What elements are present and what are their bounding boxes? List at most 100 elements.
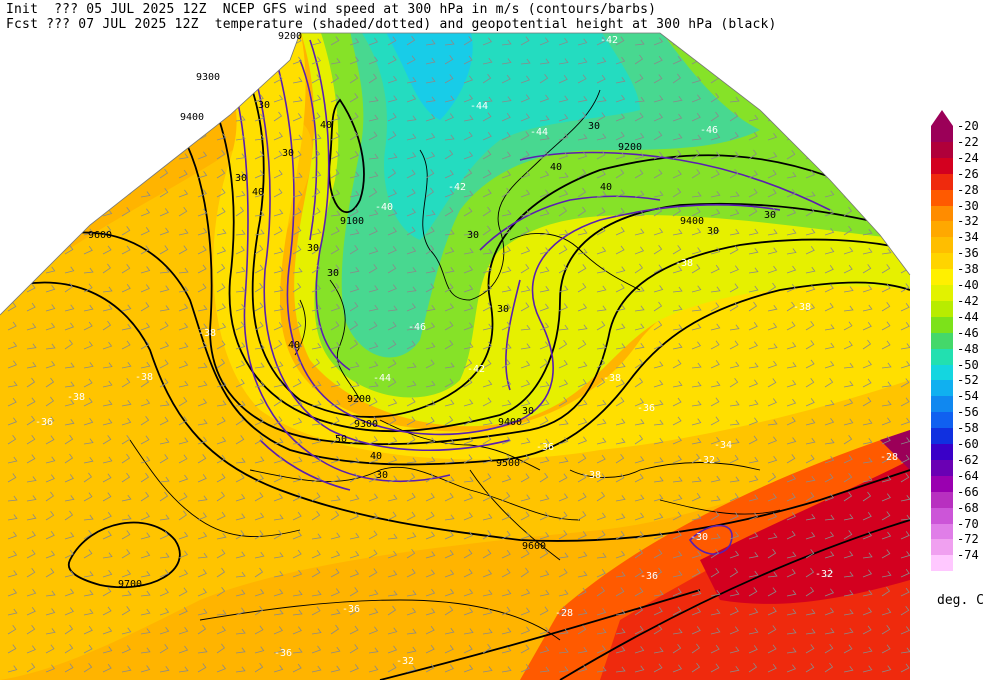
wind-barb [653, 663, 663, 673]
wind-barb [843, 571, 854, 578]
wind-barb [349, 436, 360, 445]
wind-labels: 30 30 40 30 40 30 30 30 40 30 40 30 30 3… [235, 100, 776, 481]
wind-barb [159, 644, 169, 654]
wind-barb [444, 207, 454, 217]
wind-barb [140, 377, 150, 388]
wind-barb [7, 608, 18, 616]
wind-barb [349, 93, 359, 103]
wind-barb [311, 244, 321, 255]
wind-barb [501, 589, 512, 597]
color-bar-label: -32 [957, 214, 979, 229]
wind-barb [900, 343, 910, 350]
wind-barb [178, 245, 188, 255]
wind-barb [64, 362, 75, 369]
wind-barb [767, 247, 778, 255]
wind-barb [45, 229, 56, 236]
wind-barb [615, 550, 626, 559]
wind-barb [805, 492, 815, 502]
wind-barb [653, 113, 663, 122]
wind-barb [558, 58, 569, 65]
wind-barb [672, 96, 683, 103]
wind-barb [767, 419, 778, 426]
wind-barb [824, 588, 835, 597]
wind-barb [197, 419, 208, 426]
wind-barb [900, 663, 910, 673]
wind-barb [558, 189, 569, 198]
wind-barb [159, 476, 170, 483]
wind-barb [254, 492, 264, 502]
wind-barb [577, 473, 587, 483]
wind-barb [577, 264, 587, 274]
wind-barb [900, 514, 910, 521]
wind-barb [387, 55, 397, 65]
wind-barb [843, 513, 854, 521]
wind-barb [235, 551, 246, 559]
wind-barb [501, 606, 511, 616]
wind-barb [121, 340, 131, 350]
wind-barb [463, 399, 474, 407]
wind-barb [463, 454, 473, 464]
wind-barb [349, 56, 360, 65]
wind-barb [672, 206, 682, 217]
wind-barb [178, 228, 189, 236]
wind-barb [311, 533, 322, 540]
wind-barb [159, 151, 170, 160]
wind-barb [159, 305, 170, 312]
wind-barb [387, 550, 398, 559]
wind-barb [26, 607, 36, 616]
wind-barb [482, 380, 493, 388]
wind-barb [748, 512, 759, 521]
wind-barb [311, 264, 321, 274]
wind-barb [444, 283, 454, 293]
wind-barb [615, 36, 625, 46]
wind-barb [501, 343, 512, 350]
wind-barb [140, 665, 151, 673]
wind-barb [482, 549, 492, 559]
wind-barb [729, 265, 739, 274]
wind-barb [558, 666, 569, 673]
wind-barb [786, 398, 797, 407]
wind-barb [178, 607, 188, 616]
wind-barb [634, 434, 644, 445]
wind-barb [444, 569, 455, 578]
wind-barb [710, 608, 721, 616]
wind-barb [900, 171, 910, 179]
wind-barb [64, 266, 75, 274]
wind-barb [387, 36, 397, 46]
wind-barb [501, 549, 511, 559]
wind-barb [273, 473, 283, 483]
wind-barb [292, 626, 302, 635]
wind-barb [881, 153, 892, 160]
wind-label: 40 [600, 182, 612, 193]
wind-barb [653, 264, 663, 274]
wind-barb [767, 169, 777, 179]
wind-barb [539, 494, 550, 502]
wind-barb [254, 435, 264, 445]
wind-barb [425, 244, 435, 255]
wind-barb [843, 321, 853, 331]
wind-barb [83, 283, 93, 293]
wind-barb [767, 436, 778, 445]
wind-barb [444, 266, 455, 274]
wind-barb [444, 74, 454, 84]
wind-barb [672, 266, 683, 274]
wind-barb [83, 608, 94, 616]
wind-barb [520, 494, 531, 502]
wind-barb [121, 453, 131, 464]
wind-barb [843, 172, 854, 179]
wind-barb [349, 361, 360, 369]
wind-barb [311, 323, 322, 331]
wind-barb [121, 627, 132, 635]
wind-barb [330, 608, 341, 616]
wind-barb [463, 628, 474, 635]
wind-barb [140, 512, 150, 521]
wind-barb [64, 399, 75, 407]
wind-barb [140, 245, 150, 255]
wind-barb [501, 379, 512, 388]
wind-barb [406, 267, 417, 274]
wind-barb [83, 114, 94, 122]
wind-barb [539, 266, 550, 274]
wind-barb [444, 340, 454, 350]
wind-barb [672, 187, 682, 198]
wind-barb [767, 493, 777, 502]
